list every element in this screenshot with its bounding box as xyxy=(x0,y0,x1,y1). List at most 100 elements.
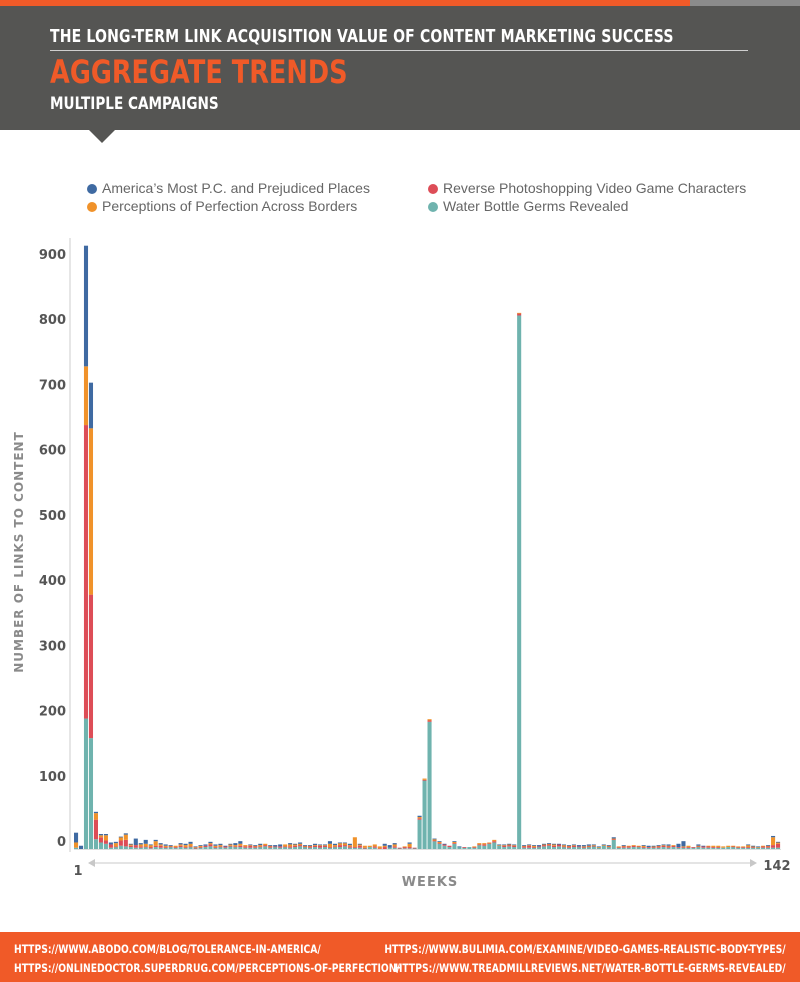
x-axis: 1 142 WEEKS xyxy=(73,849,791,890)
bar-segment xyxy=(432,838,437,840)
bar-segment xyxy=(671,847,676,849)
legend-item-perceptions: Perceptions of Perfection Across Borders xyxy=(87,198,357,214)
bar-segment xyxy=(273,847,278,849)
bar-segment xyxy=(482,845,487,849)
bar-segment xyxy=(258,845,263,847)
legend-dot-reverse xyxy=(428,184,438,194)
bar-segment xyxy=(472,847,477,848)
bar-segment xyxy=(312,847,318,849)
source-link-treadmillreviews[interactable]: HTTPS://WWW.TREADMILLREVIEWS.NET/WATER-B… xyxy=(395,961,786,975)
bar-segment xyxy=(397,847,402,849)
bar-segment xyxy=(118,837,123,841)
stacked-bar-chart: 0 100 200 300 400 500 600 700 800 900 NUMBER OF LI… xyxy=(12,238,791,890)
bar-segment xyxy=(183,843,188,846)
bar-segment xyxy=(696,847,701,849)
bar-segment xyxy=(268,846,273,848)
bar-segment xyxy=(546,843,552,845)
bar-segment xyxy=(581,845,586,847)
bar-segment xyxy=(317,845,323,846)
bar-segment xyxy=(248,847,253,849)
bar-segment xyxy=(646,847,651,848)
bar-segment xyxy=(327,841,332,844)
bar-segment xyxy=(123,839,128,847)
source-link-superdrug[interactable]: HTTPS://ONLINEDOCTOR.SUPERDRUG.COM/PERCE… xyxy=(14,961,400,975)
bar-segment xyxy=(243,846,248,848)
bar-segment xyxy=(651,847,656,848)
bar-segment xyxy=(507,843,512,845)
bar-segment xyxy=(298,846,303,849)
bar-segment xyxy=(566,847,571,849)
bar-segment xyxy=(402,846,407,848)
bars xyxy=(74,245,781,850)
source-link-abodo[interactable]: HTTPS://WWW.ABODO.COM/BLOG/TOLERANCE-IN-… xyxy=(14,942,321,956)
bar-segment xyxy=(392,844,397,847)
bar-segment xyxy=(342,845,347,847)
bar-segment xyxy=(347,843,352,846)
bar-segment xyxy=(472,846,477,848)
bar-segment xyxy=(417,815,422,818)
bar-segment xyxy=(586,847,591,849)
bar-segment xyxy=(616,846,621,848)
bar-segment xyxy=(676,847,681,849)
bar-segment xyxy=(243,847,248,849)
bar-segment xyxy=(188,847,193,849)
bar-segment xyxy=(123,834,128,840)
bar-segment xyxy=(233,845,238,847)
bar-segment xyxy=(551,843,557,845)
bar-segment xyxy=(452,841,457,842)
bar-segment xyxy=(522,845,527,846)
bar-segment xyxy=(253,846,258,848)
bar-segment xyxy=(507,844,512,846)
bar-segment xyxy=(452,843,457,844)
bar-segment xyxy=(303,847,308,849)
bar-segment xyxy=(228,845,233,847)
bar-segment xyxy=(163,845,168,848)
bar-segment xyxy=(208,846,213,849)
bar-segment xyxy=(761,847,766,849)
bar-segment xyxy=(636,847,641,849)
bar-segment xyxy=(138,844,143,847)
bar-segment xyxy=(596,846,601,848)
bar-segment xyxy=(606,845,611,846)
bar-segment xyxy=(616,847,621,848)
bar-segment xyxy=(213,844,218,846)
bar-segment xyxy=(193,847,198,848)
bar-segment xyxy=(751,847,756,848)
bar-segment xyxy=(312,843,318,846)
bar-segment xyxy=(332,845,337,847)
bar-segment xyxy=(342,843,347,846)
bar-segment xyxy=(761,846,766,848)
bar-segment xyxy=(731,845,736,847)
bar-segment xyxy=(527,847,532,849)
bar-segment xyxy=(532,845,537,846)
bar-segment xyxy=(273,845,278,847)
bar-segment xyxy=(606,846,611,848)
bar-segment xyxy=(288,843,293,845)
bar-segment xyxy=(771,837,776,846)
bar-segment xyxy=(477,844,482,846)
bar-segment xyxy=(756,847,761,848)
bar-segment xyxy=(532,845,537,848)
bar-segment xyxy=(103,843,108,849)
bar-segment xyxy=(556,846,562,849)
legend-item-america: America’s Most P.C. and Prejudiced Place… xyxy=(87,180,370,196)
bar-segment xyxy=(208,843,213,845)
bar-segment xyxy=(422,779,427,781)
bar-segment xyxy=(223,845,228,847)
bar-segment xyxy=(168,846,173,848)
bar-segment xyxy=(631,845,636,848)
source-link-bulimia[interactable]: HTTPS://WWW.BULIMIA.COM/EXAMINE/VIDEO-GA… xyxy=(384,942,786,956)
bar-segment xyxy=(656,847,661,849)
bar-segment xyxy=(636,845,641,847)
bar-segment xyxy=(432,839,437,841)
bar-segment xyxy=(372,844,377,847)
bar-segment xyxy=(766,845,771,847)
bar-segment xyxy=(681,847,686,848)
bar-segment xyxy=(158,847,163,849)
legend-label-reverse: Reverse Photoshopping Video Game Charact… xyxy=(443,180,747,196)
bar-segment xyxy=(576,846,581,848)
subtitle-aggregate-trends: AGGREGATE TRENDS xyxy=(50,53,348,91)
bar-segment xyxy=(238,845,243,848)
bar-segment xyxy=(213,847,218,849)
bar-segment xyxy=(153,839,158,842)
